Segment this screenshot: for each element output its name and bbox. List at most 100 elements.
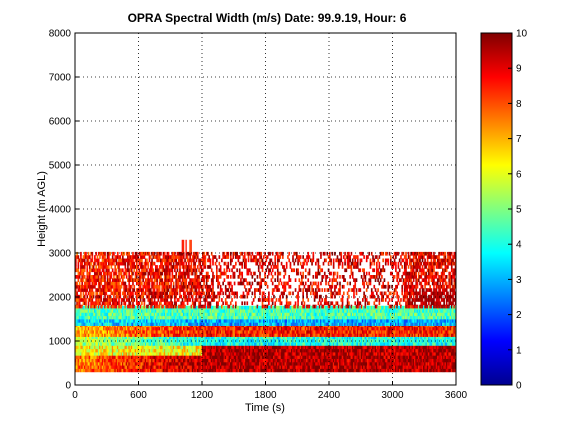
heatmap-cell bbox=[270, 326, 273, 331]
heatmap-cell bbox=[75, 330, 77, 334]
heatmap-cell bbox=[85, 361, 87, 366]
heatmap-cell bbox=[94, 258, 96, 263]
heatmap-cell bbox=[86, 312, 89, 317]
heatmap-cell bbox=[123, 335, 125, 340]
heatmap-cell bbox=[85, 319, 87, 323]
heatmap-cell bbox=[135, 348, 138, 353]
heatmap-cell bbox=[174, 338, 176, 343]
heatmap-cell bbox=[266, 319, 269, 323]
heatmap-cell bbox=[221, 348, 223, 353]
heatmap-cell bbox=[94, 281, 96, 286]
heatmap-cell bbox=[166, 255, 169, 259]
heatmap-cell bbox=[195, 365, 198, 369]
heatmap-cell bbox=[91, 348, 94, 353]
heatmap-cell bbox=[269, 365, 271, 369]
heatmap-cell bbox=[135, 345, 138, 350]
heatmap-cell bbox=[149, 345, 152, 350]
heatmap-cell bbox=[153, 338, 156, 343]
heatmap-cell bbox=[247, 326, 250, 331]
heatmap-cell bbox=[148, 301, 151, 306]
heatmap-cell bbox=[203, 309, 205, 313]
heatmap-cell bbox=[141, 365, 143, 369]
heatmap-cell bbox=[228, 361, 231, 366]
heatmap-cell bbox=[194, 335, 197, 340]
heatmap-cell bbox=[176, 261, 179, 266]
heatmap-cell bbox=[172, 333, 175, 337]
heatmap-cell bbox=[191, 268, 194, 273]
heatmap-cell bbox=[175, 304, 177, 309]
heatmap-cell bbox=[228, 348, 231, 353]
heatmap-cell bbox=[108, 338, 110, 343]
heatmap-cell bbox=[78, 326, 81, 331]
heatmap-cell bbox=[120, 301, 123, 306]
heatmap-cell bbox=[261, 345, 264, 350]
heatmap-cell bbox=[104, 333, 106, 337]
heatmap-cell bbox=[135, 294, 138, 299]
heatmap-cell bbox=[223, 342, 226, 346]
heatmap-cell bbox=[102, 342, 105, 346]
heatmap-cell bbox=[97, 265, 100, 269]
heatmap-cell bbox=[179, 271, 181, 276]
heatmap-cell bbox=[118, 335, 120, 340]
heatmap-cell bbox=[170, 312, 172, 317]
heatmap-cell bbox=[130, 278, 133, 282]
heatmap-cell bbox=[259, 315, 261, 320]
heatmap-cell bbox=[219, 368, 222, 373]
heatmap-cell bbox=[120, 251, 123, 256]
heatmap-cell bbox=[176, 322, 179, 326]
heatmap-cell bbox=[151, 315, 153, 320]
heatmap-cell bbox=[100, 275, 103, 279]
heatmap-cell bbox=[151, 309, 153, 313]
heatmap-cell bbox=[174, 268, 176, 273]
heatmap-cell bbox=[143, 268, 146, 273]
heatmap-cell bbox=[88, 342, 91, 346]
heatmap-cell bbox=[95, 358, 97, 363]
heatmap-cell bbox=[195, 275, 198, 279]
heatmap-cell bbox=[243, 294, 246, 299]
heatmap-cell bbox=[149, 319, 152, 323]
heatmap-cell bbox=[75, 281, 77, 286]
heatmap-cell bbox=[171, 348, 174, 353]
heatmap-cell bbox=[260, 368, 263, 373]
heatmap-cell bbox=[237, 322, 240, 326]
heatmap-cell bbox=[124, 361, 127, 366]
heatmap-cell bbox=[203, 278, 205, 282]
heatmap-cell bbox=[135, 268, 138, 273]
heatmap-cell bbox=[75, 348, 77, 353]
heatmap-cell bbox=[205, 326, 208, 331]
heatmap-cell bbox=[215, 352, 218, 356]
heatmap-cell bbox=[203, 361, 205, 366]
heatmap-cell bbox=[100, 312, 103, 317]
heatmap-cell bbox=[190, 288, 193, 292]
heatmap-cell bbox=[193, 338, 195, 343]
heatmap-cell bbox=[118, 358, 120, 363]
heatmap-cell bbox=[141, 251, 143, 256]
heatmap-cell bbox=[176, 265, 179, 269]
heatmap-cell bbox=[180, 309, 183, 313]
heatmap-cell bbox=[81, 368, 84, 373]
heatmap-cell bbox=[185, 342, 188, 346]
heatmap-cell bbox=[202, 322, 204, 326]
heatmap-cell bbox=[251, 352, 254, 356]
heatmap-cell bbox=[142, 315, 144, 320]
heatmap-cell bbox=[77, 342, 80, 346]
heatmap-cell bbox=[116, 301, 119, 306]
heatmap-cell bbox=[255, 342, 258, 346]
heatmap-cell bbox=[167, 326, 170, 331]
heatmap-cell bbox=[257, 365, 260, 369]
heatmap-cell bbox=[223, 278, 226, 282]
heatmap-cell bbox=[155, 319, 157, 323]
heatmap-cell bbox=[101, 333, 104, 337]
heatmap-cell bbox=[213, 330, 216, 334]
heatmap-cell bbox=[229, 338, 232, 343]
heatmap-cell bbox=[113, 326, 115, 331]
heatmap-cell bbox=[160, 275, 162, 279]
heatmap-cell bbox=[194, 355, 197, 359]
heatmap-cell bbox=[110, 258, 113, 263]
heatmap-cell bbox=[80, 251, 82, 256]
heatmap-cell bbox=[147, 278, 150, 282]
heatmap-cell bbox=[91, 288, 94, 292]
heatmap-cell bbox=[237, 358, 240, 363]
heatmap-cell bbox=[191, 281, 194, 286]
heatmap-cell bbox=[116, 355, 119, 359]
